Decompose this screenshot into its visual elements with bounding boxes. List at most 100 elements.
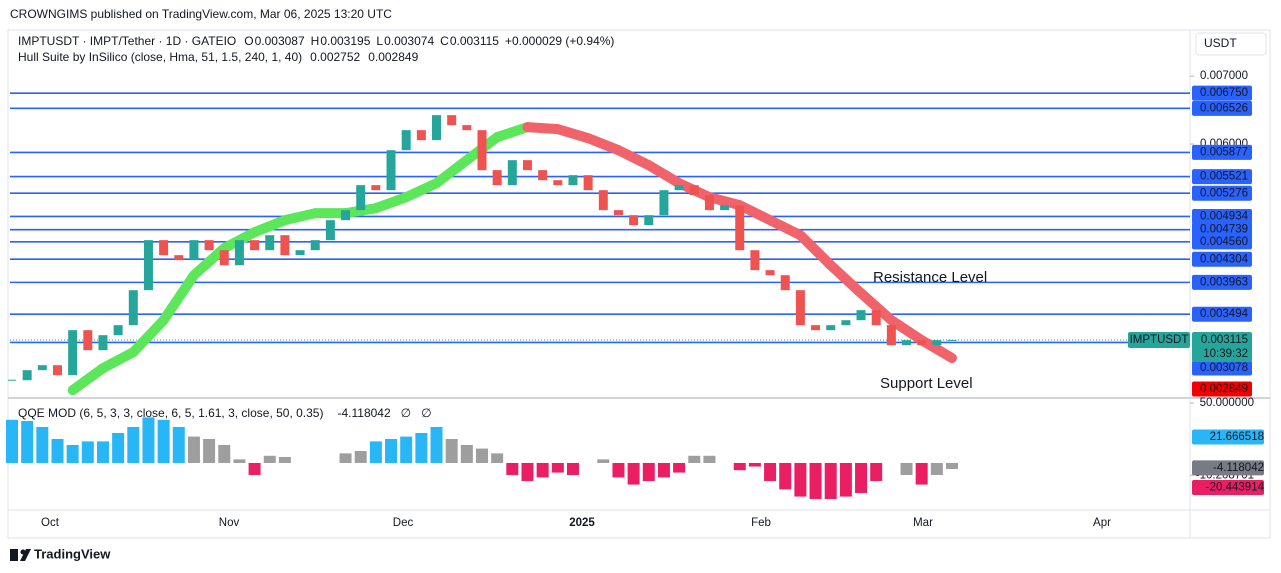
qqe-bar <box>127 426 140 463</box>
qqe-bar <box>824 462 837 499</box>
level-badge <box>1192 251 1252 267</box>
qqe-bar <box>248 462 261 475</box>
candle <box>795 290 805 326</box>
level-label: 0.004560 <box>1200 236 1248 248</box>
level-label: 0.003078 <box>1200 362 1248 374</box>
qqe-bar <box>855 462 868 493</box>
qqe-marker: ∅ <box>421 406 431 420</box>
x-tick-label: Apr <box>1093 517 1111 529</box>
x-tick-label: Feb <box>751 517 771 529</box>
qqe-bar <box>657 462 670 478</box>
level-label: 0.004934 <box>1200 210 1249 222</box>
hull-segment <box>128 315 169 358</box>
level-label: 0.004739 <box>1200 224 1248 236</box>
candle <box>689 185 699 196</box>
indicator-value: 0.002752 <box>310 50 360 64</box>
hull-segment <box>431 155 472 189</box>
candle <box>553 180 563 186</box>
currency-button[interactable] <box>1195 32 1267 56</box>
candle <box>902 340 912 346</box>
qqe-bar <box>6 419 18 463</box>
qqe-bar <box>263 455 276 463</box>
qqe-bar <box>521 462 534 481</box>
hull-segment <box>613 145 654 171</box>
qqe-bar <box>203 438 216 463</box>
ohlc-key: O <box>244 34 253 48</box>
candle <box>598 190 608 211</box>
ohlc-key: C <box>440 34 449 48</box>
candle <box>219 250 229 266</box>
qqe-bar <box>476 448 488 463</box>
candle <box>720 205 730 211</box>
candle <box>780 275 790 291</box>
candle <box>22 370 32 381</box>
indicator-value: 0.002849 <box>368 50 418 64</box>
qqe-bar <box>233 459 246 463</box>
hull-segment <box>734 200 776 226</box>
last-price: 0.003115 <box>1201 334 1248 346</box>
publish-header: CROWNGIMS published on TradingView.com, … <box>10 7 392 21</box>
ohlc-value: 0.003115 <box>450 34 499 48</box>
hull-segment <box>522 122 563 135</box>
ohlc-value: 0.003074 <box>384 34 434 48</box>
tv-logo <box>10 549 31 561</box>
last-price-bg <box>1192 331 1252 362</box>
currency[interactable]: USDT <box>1204 36 1237 50</box>
candle <box>477 130 487 171</box>
annotation: Resistance Level <box>873 269 987 286</box>
candle <box>189 240 199 261</box>
candle <box>356 185 366 211</box>
ohlc-key: H <box>311 34 320 48</box>
candle <box>98 335 108 351</box>
qqe-bar <box>688 455 701 463</box>
frame <box>7 29 1271 539</box>
candle <box>856 310 866 321</box>
qqe-badge <box>1192 429 1264 445</box>
candle <box>371 185 381 191</box>
qqe-bar <box>551 462 564 473</box>
qqe-badge <box>1192 480 1264 496</box>
qqe-bar <box>733 462 746 471</box>
qqe-bar <box>642 462 655 481</box>
level-label: 0.006526 <box>1200 102 1248 114</box>
qqe-bar <box>187 436 200 463</box>
candle <box>325 220 335 241</box>
level-badge <box>1192 274 1252 290</box>
candle <box>886 325 896 346</box>
qqe-bar <box>96 441 109 463</box>
hull-segment <box>704 192 745 211</box>
level-label: 0.004304 <box>1200 253 1249 265</box>
symbol-tag-bg <box>1128 331 1190 348</box>
indicator: Hull Suite by InSilico (close, Hma, 51, … <box>18 50 302 64</box>
qqe-bar <box>430 426 443 463</box>
hull-segment <box>279 208 321 226</box>
qqe-bar <box>278 456 291 463</box>
qqe-bar <box>385 438 398 463</box>
candle <box>416 130 426 141</box>
qqe-bar <box>66 444 79 463</box>
qqe-bar <box>112 432 125 463</box>
candle <box>401 130 411 151</box>
qqe-bar <box>703 455 716 463</box>
level-badge <box>1192 222 1252 238</box>
candle <box>629 215 639 226</box>
candle <box>522 160 532 171</box>
candle <box>735 205 745 251</box>
candle <box>386 150 396 191</box>
ohlc-value: 0.003195 <box>320 34 370 48</box>
qqe-bar <box>354 450 367 463</box>
candle <box>250 240 260 251</box>
hull-segment <box>856 288 897 326</box>
hull-segment <box>916 335 957 364</box>
qqe-bar <box>218 444 231 463</box>
candle <box>583 175 593 191</box>
candle <box>295 250 305 256</box>
candle <box>507 160 517 186</box>
qqe-bar <box>794 462 807 497</box>
level-label: 0.005521 <box>1200 171 1248 183</box>
qqe-bar <box>566 462 579 475</box>
candle <box>174 255 184 261</box>
qqe-bar <box>870 462 883 481</box>
candle <box>704 195 714 211</box>
